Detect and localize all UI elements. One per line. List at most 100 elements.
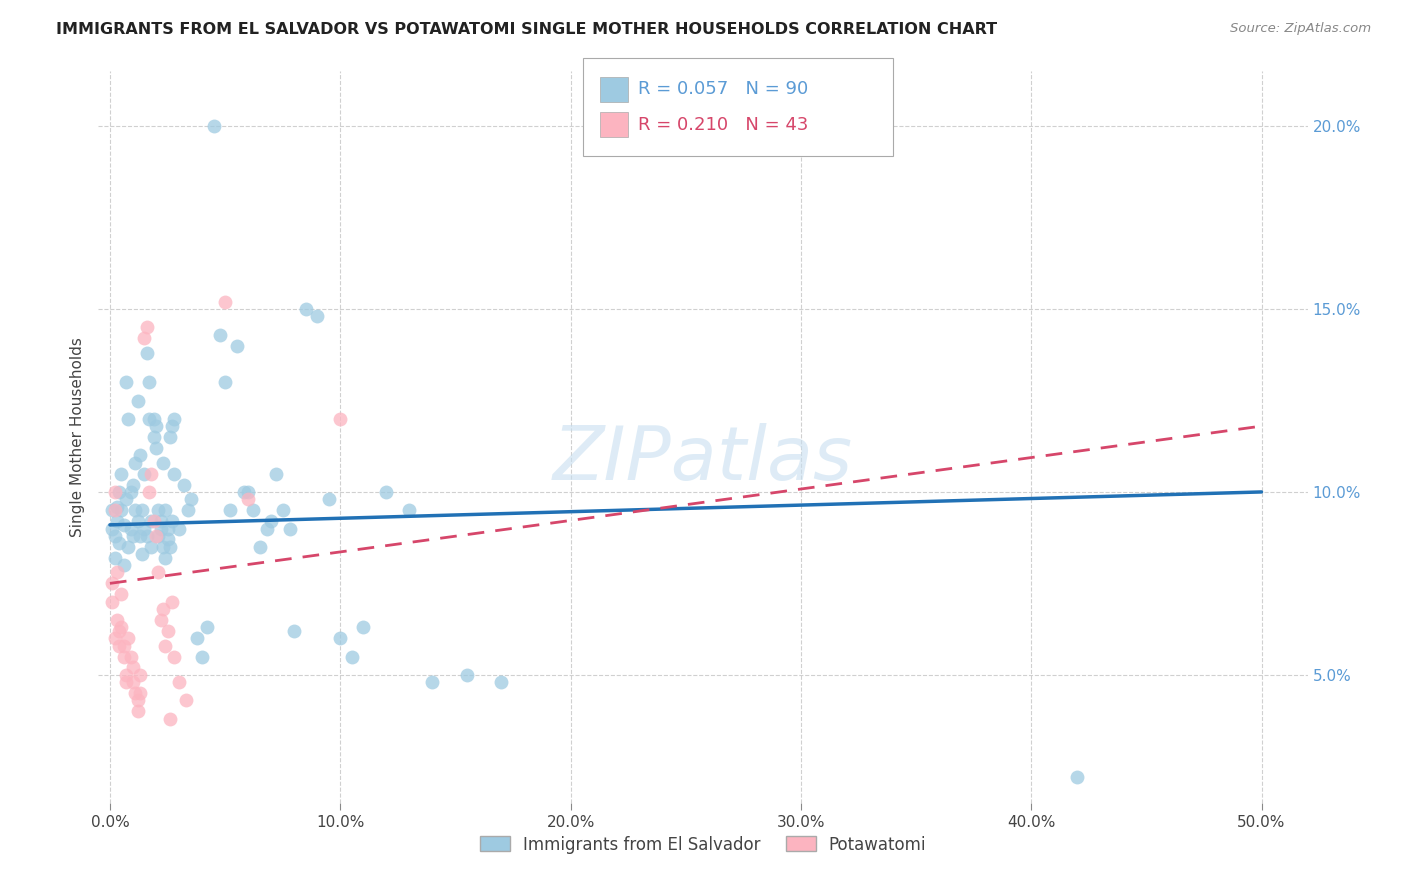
Point bbox=[127, 393, 149, 408]
Point bbox=[122, 529, 145, 543]
Point bbox=[242, 503, 264, 517]
Point bbox=[180, 492, 202, 507]
Text: IMMIGRANTS FROM EL SALVADOR VS POTAWATOMI SINGLE MOTHER HOUSEHOLDS CORRELATION C: IMMIGRANTS FROM EL SALVADOR VS POTAWATOM… bbox=[56, 22, 997, 37]
Point bbox=[283, 624, 305, 638]
Point bbox=[127, 693, 149, 707]
Point bbox=[124, 503, 146, 517]
Text: ZIPatlas: ZIPatlas bbox=[553, 423, 853, 495]
Point bbox=[103, 485, 125, 500]
Point bbox=[202, 119, 225, 133]
Point bbox=[159, 540, 181, 554]
Point bbox=[115, 375, 138, 389]
Point bbox=[135, 346, 157, 360]
Point bbox=[155, 503, 177, 517]
Point bbox=[148, 529, 170, 543]
Point bbox=[191, 649, 214, 664]
Point bbox=[167, 675, 190, 690]
Point bbox=[155, 550, 177, 565]
Point bbox=[105, 566, 128, 580]
Point bbox=[101, 503, 124, 517]
Point bbox=[186, 632, 208, 646]
Legend: Immigrants from El Salvador, Potawatomi: Immigrants from El Salvador, Potawatomi bbox=[472, 829, 934, 860]
Point bbox=[142, 412, 165, 426]
Text: R = 0.057   N = 90: R = 0.057 N = 90 bbox=[638, 80, 808, 98]
Point bbox=[101, 594, 124, 608]
Point bbox=[318, 492, 340, 507]
Point bbox=[122, 660, 145, 674]
Point bbox=[249, 540, 271, 554]
Point bbox=[112, 649, 135, 664]
Point bbox=[148, 566, 170, 580]
Point bbox=[159, 430, 181, 444]
Point bbox=[101, 521, 124, 535]
Point bbox=[163, 412, 186, 426]
Point bbox=[141, 467, 163, 481]
Point bbox=[141, 514, 163, 528]
Point bbox=[105, 613, 128, 627]
Point bbox=[145, 419, 167, 434]
Point bbox=[138, 485, 160, 500]
Point bbox=[138, 375, 160, 389]
Point bbox=[122, 477, 145, 491]
Point bbox=[149, 613, 172, 627]
Point bbox=[264, 467, 287, 481]
Point bbox=[149, 521, 172, 535]
Point bbox=[117, 540, 139, 554]
Point bbox=[120, 649, 142, 664]
Point bbox=[135, 529, 157, 543]
Point bbox=[120, 521, 142, 535]
Point bbox=[214, 294, 236, 309]
Point bbox=[155, 639, 177, 653]
Point bbox=[110, 587, 132, 601]
Point bbox=[152, 540, 174, 554]
Point bbox=[145, 441, 167, 455]
Point bbox=[218, 503, 240, 517]
Point bbox=[117, 412, 139, 426]
Point bbox=[329, 632, 352, 646]
Point bbox=[108, 485, 131, 500]
Point bbox=[174, 693, 197, 707]
Point bbox=[422, 675, 444, 690]
Point bbox=[128, 529, 150, 543]
Point bbox=[260, 514, 283, 528]
Point bbox=[124, 456, 146, 470]
Point bbox=[456, 667, 478, 681]
Point bbox=[160, 594, 183, 608]
Point bbox=[307, 310, 329, 324]
Point bbox=[271, 503, 294, 517]
Point bbox=[141, 540, 163, 554]
Point bbox=[156, 624, 179, 638]
Point bbox=[128, 667, 150, 681]
Point bbox=[105, 514, 128, 528]
Point bbox=[232, 485, 254, 500]
Point bbox=[340, 649, 363, 664]
Point bbox=[108, 536, 131, 550]
Point bbox=[163, 467, 186, 481]
Point bbox=[103, 503, 125, 517]
Point bbox=[110, 620, 132, 634]
Point bbox=[142, 430, 165, 444]
Point bbox=[148, 503, 170, 517]
Point bbox=[173, 477, 195, 491]
Point bbox=[236, 485, 259, 500]
Point bbox=[152, 602, 174, 616]
Point bbox=[122, 675, 145, 690]
Point bbox=[134, 467, 156, 481]
Point bbox=[127, 514, 149, 528]
Point bbox=[131, 503, 153, 517]
Point bbox=[138, 412, 160, 426]
Point bbox=[115, 492, 138, 507]
Point bbox=[236, 492, 259, 507]
Point bbox=[124, 686, 146, 700]
Point bbox=[112, 639, 135, 653]
Point bbox=[167, 521, 190, 535]
Point bbox=[142, 514, 165, 528]
Point bbox=[115, 675, 138, 690]
Point bbox=[103, 529, 125, 543]
Point bbox=[214, 375, 236, 389]
Point bbox=[1066, 770, 1088, 784]
Point bbox=[108, 639, 131, 653]
Point bbox=[209, 327, 232, 342]
Point bbox=[103, 632, 125, 646]
Point bbox=[156, 521, 179, 535]
